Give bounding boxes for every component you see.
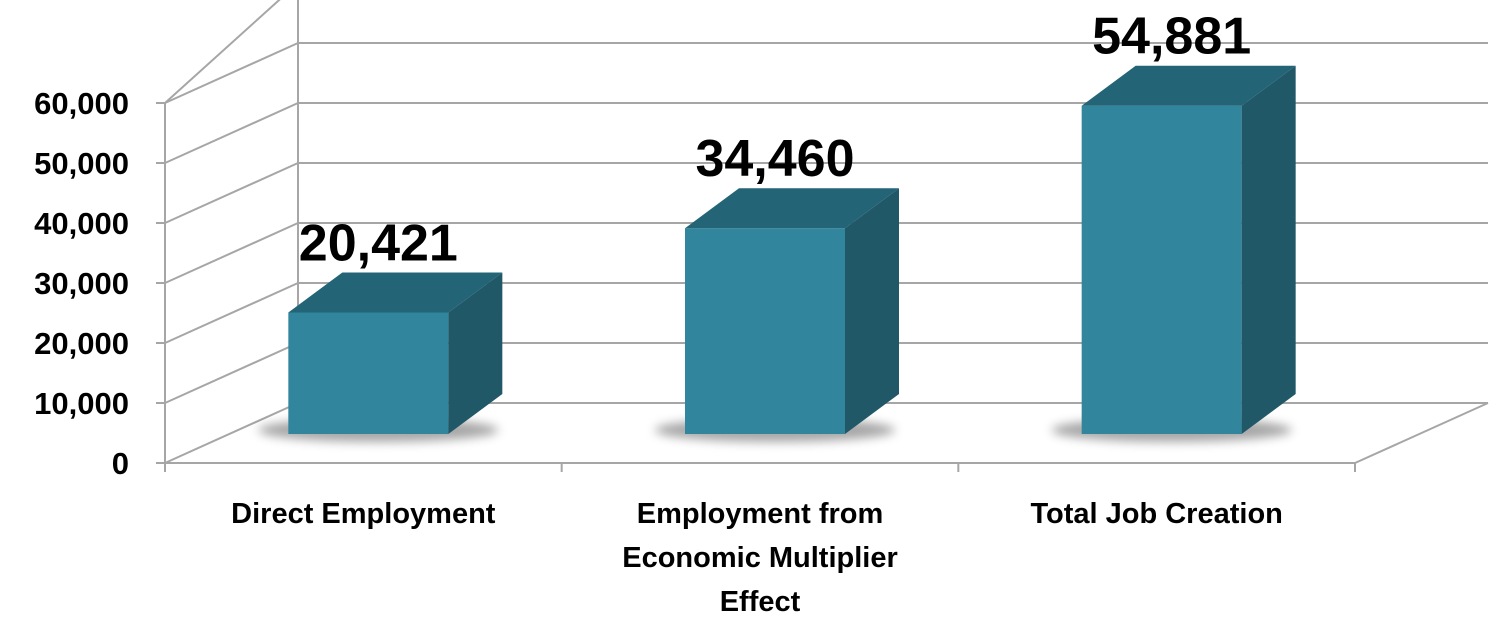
bar [1051, 65, 1296, 442]
bar-side-face [1241, 65, 1296, 435]
gridline [164, 402, 1489, 464]
y-tick-label: 40,000 [34, 206, 129, 241]
y-tick-label: 30,000 [34, 266, 129, 301]
bar-front-face [685, 228, 845, 434]
y-tick-label: 20,000 [34, 326, 129, 361]
x-category-label: Total Job Creation [1030, 498, 1282, 530]
bar-side-face [448, 272, 503, 434]
data-label: 20,421 [299, 214, 458, 272]
side-wall-edge [164, 0, 281, 104]
bar-front-face [288, 312, 449, 434]
bar [655, 188, 899, 442]
bar-top-face [685, 188, 899, 229]
y-tick-label: 10,000 [34, 386, 129, 421]
y-tick-label: 0 [112, 446, 129, 481]
x-category-label: Employment from Economic Multiplier Effect [622, 498, 898, 618]
axes: 0 10,000 20,000 30,000 40,000 50,000 60,000 [34, 86, 1356, 481]
data-label: 34,460 [695, 130, 854, 188]
bar-top-face [288, 272, 503, 313]
bar-side-face [845, 188, 899, 434]
gridline [164, 42, 1488, 104]
bar [258, 272, 503, 442]
x-category-label: Direct Employment [231, 498, 496, 530]
bars [258, 65, 1296, 442]
y-tick-label: 60,000 [34, 86, 129, 121]
y-tick-label: 50,000 [34, 146, 129, 181]
bar-top-face [1081, 65, 1296, 106]
data-label: 54,881 [1092, 8, 1251, 66]
bar-front-face [1081, 105, 1242, 435]
labels: 20,421 Direct Employment 34,460 Employment … [231, 8, 1283, 618]
